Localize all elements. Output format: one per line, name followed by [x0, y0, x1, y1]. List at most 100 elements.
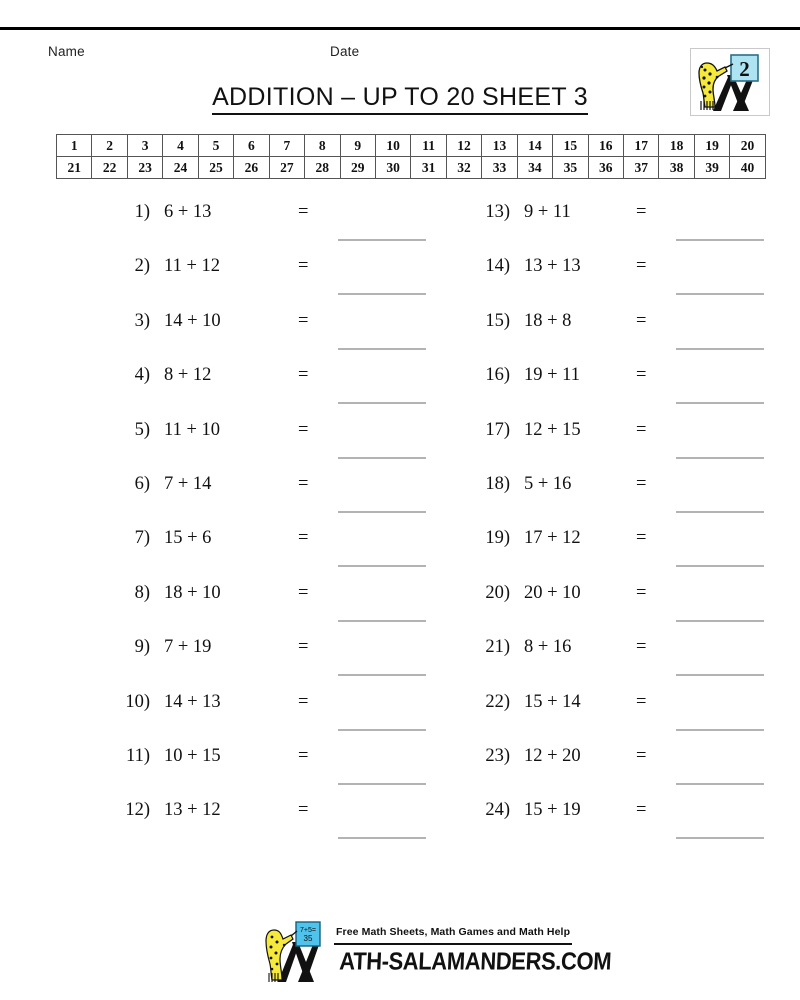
problem-expression: 7 + 19 [164, 637, 212, 658]
answer-blank[interactable] [338, 279, 426, 296]
problem-expression: 13 + 12 [164, 800, 221, 821]
problem-number: 16) [485, 365, 510, 386]
answer-blank[interactable] [338, 334, 426, 350]
problem-expression: 17 + 12 [524, 528, 581, 549]
problem-expression: 12 + 20 [524, 745, 581, 766]
problem-row: 23) 12 + 20 = [468, 740, 798, 794]
number-grid-cell: 4 [162, 134, 199, 157]
answer-blank[interactable] [338, 388, 426, 405]
problem-row: 4) 8 + 12 = [108, 359, 448, 413]
answer-blank[interactable] [676, 497, 764, 513]
equals-sign: = [298, 473, 309, 494]
answer-blank[interactable] [676, 388, 764, 405]
problem-expression: 7 + 14 [164, 473, 212, 494]
answer-blank[interactable] [338, 606, 426, 622]
answer-blank[interactable] [338, 497, 426, 513]
grade-level-badge: 2 [690, 48, 770, 116]
number-grid-cell: 26 [233, 156, 270, 179]
problem-expression: 15 + 19 [524, 800, 581, 821]
problem-expression: 18 + 8 [524, 310, 572, 331]
number-grid-cell: 36 [587, 156, 625, 179]
problem-number: 5) [134, 419, 150, 440]
problem-number: 14) [485, 256, 510, 277]
number-grid-cell: 18 [658, 134, 695, 157]
equals-sign: = [636, 365, 647, 386]
answer-blank[interactable] [676, 823, 764, 840]
equals-sign: = [298, 365, 309, 386]
site-logo-footer[interactable]: 7+5= 35 Free Math Sheets, Math Games and… [262, 918, 612, 984]
problem-expression: 8 + 16 [524, 637, 572, 658]
easel-icon [278, 942, 320, 982]
number-grid-cell: 17 [622, 134, 660, 157]
answer-blank[interactable] [338, 715, 426, 731]
problem-number: 23) [485, 745, 510, 766]
problem-number: 10) [125, 691, 150, 712]
problem-number: 6) [134, 473, 150, 494]
answer-blank[interactable] [338, 551, 426, 568]
answer-blank[interactable] [676, 443, 764, 459]
problem-row: 9) 7 + 19 = [108, 631, 448, 685]
answer-blank[interactable] [338, 823, 426, 840]
number-grid-cell: 8 [304, 134, 341, 157]
number-grid-cell: 14 [516, 134, 554, 157]
number-grid-cell: 24 [162, 156, 199, 179]
number-grid-cell: 23 [126, 156, 164, 179]
problem-row: 21) 8 + 16 = [468, 631, 798, 685]
answer-blank[interactable] [338, 225, 426, 241]
equals-sign: = [298, 256, 309, 277]
number-grid-cell: 20 [729, 134, 766, 157]
grade-number-text: 2 [739, 57, 750, 81]
answer-blank[interactable] [338, 443, 426, 459]
equals-sign: = [298, 202, 309, 222]
answer-blank[interactable] [676, 279, 764, 296]
equals-sign: = [298, 582, 309, 603]
grade-badge-artwork: 2 [698, 54, 759, 111]
problem-number: 24) [485, 800, 510, 821]
number-grid-cell: 38 [658, 156, 695, 179]
answer-blank[interactable] [338, 660, 426, 677]
problem-expression: 8 + 12 [164, 365, 212, 386]
footer-wordmark: ATH-SALAMANDERS.COM [338, 947, 612, 975]
number-grid-cell: 29 [339, 156, 376, 179]
problem-column-right: 13) 9 + 11 = 14) 13 + 13 = 15) 18 + 8 = 16) 19 + 1… [468, 196, 798, 849]
easel-icon [713, 75, 755, 111]
answer-blank[interactable] [676, 769, 764, 785]
answer-blank[interactable] [676, 715, 764, 731]
answer-blank[interactable] [338, 769, 426, 785]
answer-blank[interactable] [676, 334, 764, 350]
answer-blank[interactable] [676, 225, 764, 241]
problem-number: 1) [134, 202, 150, 222]
equals-sign: = [636, 419, 647, 440]
number-grid-row: 21 22 23 24 25 26 27 28 29 30 31 32 33 34 35 36 37 38 39 40 [55, 156, 766, 179]
problem-expression: 12 + 15 [524, 419, 581, 440]
chalkboard-sum-text: 7+5= [300, 927, 316, 934]
problem-row: 18) 5 + 16 = [468, 468, 798, 522]
problem-number: 11) [126, 745, 150, 766]
problem-expression: 20 + 10 [524, 582, 581, 603]
date-label: Date [330, 44, 360, 59]
name-label: Name [48, 44, 85, 59]
equals-sign: = [298, 419, 309, 440]
number-grid-cell: 28 [304, 156, 341, 179]
number-grid-cell: 13 [481, 134, 518, 157]
problem-row: 14) 13 + 13 = [468, 250, 798, 304]
problem-row: 1) 6 + 13 = [108, 196, 448, 250]
equals-sign: = [636, 745, 647, 766]
problem-number: 18) [485, 473, 510, 494]
equals-sign: = [298, 528, 309, 549]
answer-blank[interactable] [676, 551, 764, 568]
number-grid-cell: 39 [693, 156, 731, 179]
problem-number: 8) [134, 582, 150, 603]
problem-row: 5) 11 + 10 = [108, 414, 448, 468]
equals-sign: = [298, 637, 309, 658]
number-grid-cell: 19 [693, 134, 731, 157]
problem-row: 10) 14 + 13 = [108, 686, 448, 740]
equals-sign: = [298, 800, 309, 821]
problem-row: 3) 14 + 10 = [108, 305, 448, 359]
answer-blank[interactable] [676, 660, 764, 677]
answer-blank[interactable] [676, 606, 764, 622]
problem-number: 2) [134, 256, 150, 277]
number-grid-cell: 33 [481, 156, 518, 179]
number-grid-cell: 40 [729, 156, 766, 179]
problem-number: 12) [125, 800, 150, 821]
